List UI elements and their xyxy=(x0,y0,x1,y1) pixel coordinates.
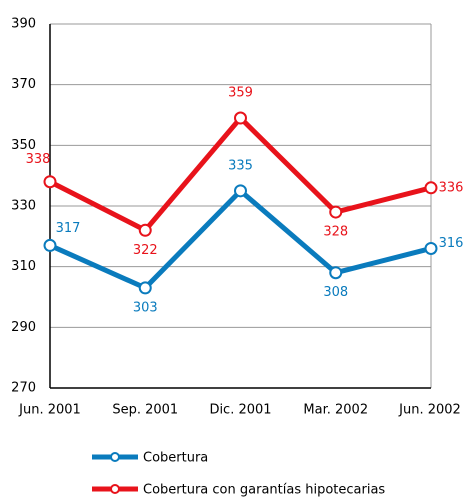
legend-label: Cobertura xyxy=(143,451,208,466)
legend-marker xyxy=(110,452,120,462)
data-label: 308 xyxy=(323,285,348,300)
data-label: 359 xyxy=(228,86,253,101)
point xyxy=(234,184,247,198)
y-tick-label: 330 xyxy=(11,199,36,214)
x-tick-label: Dic. 2001 xyxy=(209,403,271,418)
point xyxy=(424,241,438,255)
series-line xyxy=(48,115,432,233)
x-tick-label: Sep. 2001 xyxy=(112,403,178,418)
data-label: 336 xyxy=(439,180,464,195)
series-line xyxy=(48,188,432,291)
data-label: 303 xyxy=(133,300,158,315)
data-label: 335 xyxy=(228,158,253,173)
y-tick-label: 310 xyxy=(11,259,36,274)
point xyxy=(43,175,57,189)
data-label: 317 xyxy=(56,221,81,236)
point xyxy=(329,266,343,280)
data-label: 316 xyxy=(439,236,464,251)
point xyxy=(138,281,152,295)
legend-marker xyxy=(110,484,120,494)
point xyxy=(424,181,438,195)
point xyxy=(329,205,343,219)
point xyxy=(234,111,247,125)
legend-label: Cobertura con garantías hipotecarias xyxy=(143,483,385,497)
y-tick-label: 270 xyxy=(11,381,36,396)
y-tick-label: 350 xyxy=(11,138,36,153)
y-tick-label: 390 xyxy=(11,17,36,32)
x-tick-label: Mar. 2002 xyxy=(303,403,368,418)
y-tick-label: 370 xyxy=(11,77,36,92)
point xyxy=(43,238,57,252)
x-tick-label: Jun. 2002 xyxy=(398,403,461,418)
data-label: 328 xyxy=(323,225,348,240)
x-tick-label: Jun. 2001 xyxy=(18,403,81,418)
data-label: 338 xyxy=(26,152,51,167)
y-tick-label: 290 xyxy=(11,320,36,335)
point xyxy=(138,223,152,237)
data-label: 322 xyxy=(133,243,158,258)
